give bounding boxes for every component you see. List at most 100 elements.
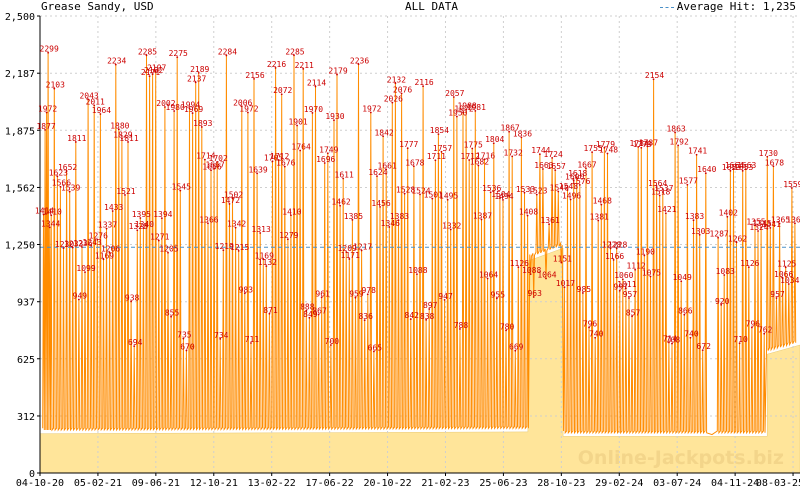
peak-point [419, 193, 421, 196]
peak-label: 2216 [267, 60, 286, 69]
peak-label: 1494 [494, 192, 513, 201]
peak-label: 762 [758, 326, 773, 335]
peak-label: 1166 [605, 252, 624, 261]
peak-label: 1988 [457, 102, 476, 111]
peak-point [121, 137, 123, 140]
peak-point [735, 241, 738, 244]
peak-label: 1088 [408, 266, 427, 275]
peak-point [385, 168, 388, 171]
peak-label: 1410 [282, 207, 301, 216]
peak-label: 1880 [110, 121, 129, 130]
peak-point [320, 296, 323, 299]
peak-label: 1228 [602, 241, 621, 250]
peak-label: 1462 [331, 198, 350, 207]
peak-point [406, 147, 409, 150]
peak-point [62, 247, 65, 250]
peak-point [434, 159, 437, 162]
peak-label: 871 [263, 306, 278, 315]
peak-label: 1661 [378, 161, 397, 170]
y-tick-label: 937 [17, 298, 35, 309]
peak-point [117, 128, 120, 131]
peak-label: 1126 [740, 259, 759, 268]
peak-label: 2275 [169, 49, 188, 58]
peak-label: 1682 [470, 158, 489, 167]
peak-point [677, 144, 680, 147]
x-tick-label: 20-10-22 [363, 478, 411, 489]
peak-label: 1344 [41, 219, 60, 228]
peak-point [179, 189, 182, 192]
peak-point [760, 226, 763, 229]
peak-point [256, 172, 259, 175]
peak-point [443, 298, 446, 301]
peak-label: 1744 [531, 146, 550, 155]
peak-label: 670 [180, 343, 195, 352]
peak-point [326, 152, 329, 155]
peak-label: 1219 [215, 242, 234, 251]
peak-point [557, 190, 560, 193]
peak-point [216, 160, 219, 163]
peak-label: 1528 [396, 186, 415, 195]
peak-point [265, 265, 268, 267]
x-tick-label: 05-02-21 [74, 478, 122, 489]
peak-label: 1355 [746, 217, 765, 226]
average-line-legend-icon [659, 6, 674, 8]
peak-point [560, 261, 563, 264]
peak-point [53, 87, 56, 90]
peak-label: 1151 [553, 255, 572, 264]
peak-point [108, 251, 111, 254]
peak-label: 1523 [528, 187, 547, 196]
peak-point [603, 146, 606, 149]
peak-point [105, 227, 108, 230]
peak-label: 1836 [513, 129, 532, 138]
peak-label: 1656 [202, 162, 221, 171]
peak-point [44, 128, 46, 131]
peak-point [400, 92, 403, 95]
peak-label: 1075 [642, 268, 661, 277]
peak-point [290, 214, 292, 217]
peak-point [225, 54, 228, 57]
peak-point [302, 67, 305, 70]
peak-point [99, 113, 102, 115]
peak-label: 1064 [537, 271, 556, 280]
peak-label: 838 [420, 312, 435, 321]
peak-label: 1618 [568, 169, 587, 178]
peak-point [502, 198, 504, 201]
peak-point [93, 104, 96, 107]
peak-label: 1536 [482, 184, 501, 193]
peak-label: 740 [684, 330, 699, 339]
peak-label: 1533 [516, 185, 535, 194]
peak-point [219, 337, 222, 340]
peak-label: 714 [663, 334, 678, 343]
peak-point [717, 236, 719, 239]
peak-label: 1741 [688, 147, 707, 156]
peak-label: 1496 [562, 192, 581, 201]
peak-point [698, 233, 701, 236]
peak-point [575, 176, 578, 179]
peak-point [305, 309, 308, 312]
peak-label: 1205 [159, 245, 178, 254]
peak-point [787, 283, 790, 285]
peak-label: 961 [315, 289, 330, 298]
peak-label: 978 [362, 286, 377, 295]
peak-label: 1217 [353, 243, 372, 252]
peak-point [403, 192, 406, 195]
area-layer [39, 247, 800, 474]
peak-label: 1345 [752, 219, 771, 228]
peak-point [686, 183, 689, 186]
peak-point [652, 78, 655, 81]
x-tick-label: 25-06-23 [479, 478, 527, 489]
peak-point [489, 191, 492, 194]
peak-label: 694 [128, 338, 143, 347]
peak-label: 1792 [670, 137, 689, 146]
peak-point [597, 219, 600, 222]
peak-point [299, 149, 302, 152]
peak-point [772, 165, 775, 168]
peak-point [612, 258, 615, 261]
peak-label: 1303 [691, 227, 710, 236]
peak-label: 1712 [461, 152, 480, 161]
peak-label: 1777 [399, 140, 418, 149]
peak-point [701, 349, 704, 352]
peak-label: 955 [491, 290, 506, 299]
peak-point [68, 190, 71, 193]
peak-label: 1787 [639, 138, 658, 147]
